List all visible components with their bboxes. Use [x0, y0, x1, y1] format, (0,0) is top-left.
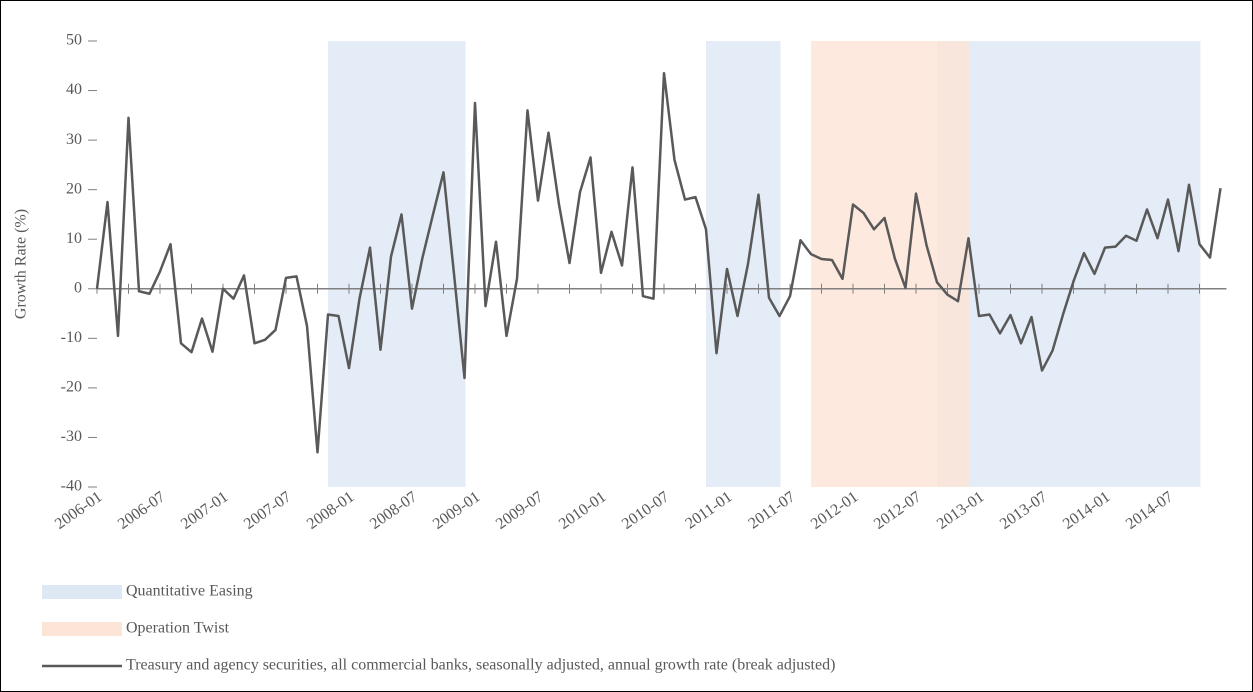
legend-swatch	[42, 622, 122, 636]
y-tick-label: -30	[61, 428, 82, 445]
y-axis-label: Growth Rate (%)	[13, 209, 30, 319]
y-tick-label: -20	[61, 379, 82, 396]
y-tick-label: -10	[61, 329, 82, 346]
y-tick-label: 10	[66, 230, 82, 247]
y-tick-label: 20	[66, 180, 82, 197]
shaded-region	[811, 41, 970, 487]
y-tick-label: -40	[61, 478, 82, 495]
legend-swatch	[42, 585, 122, 599]
y-tick-label: 50	[66, 32, 82, 49]
shaded-region	[706, 41, 781, 487]
shaded-region	[937, 41, 1201, 487]
legend-label: Operation Twist	[126, 620, 230, 637]
y-tick-label: 30	[66, 131, 82, 148]
legend-label: Quantitative Easing	[126, 583, 253, 600]
data-line	[95, 71, 1222, 454]
y-tick-label: 40	[66, 81, 82, 98]
shaded-region	[328, 41, 466, 487]
y-tick-label: 0	[74, 279, 82, 296]
legend-label: Treasury and agency securities, all comm…	[126, 657, 835, 674]
